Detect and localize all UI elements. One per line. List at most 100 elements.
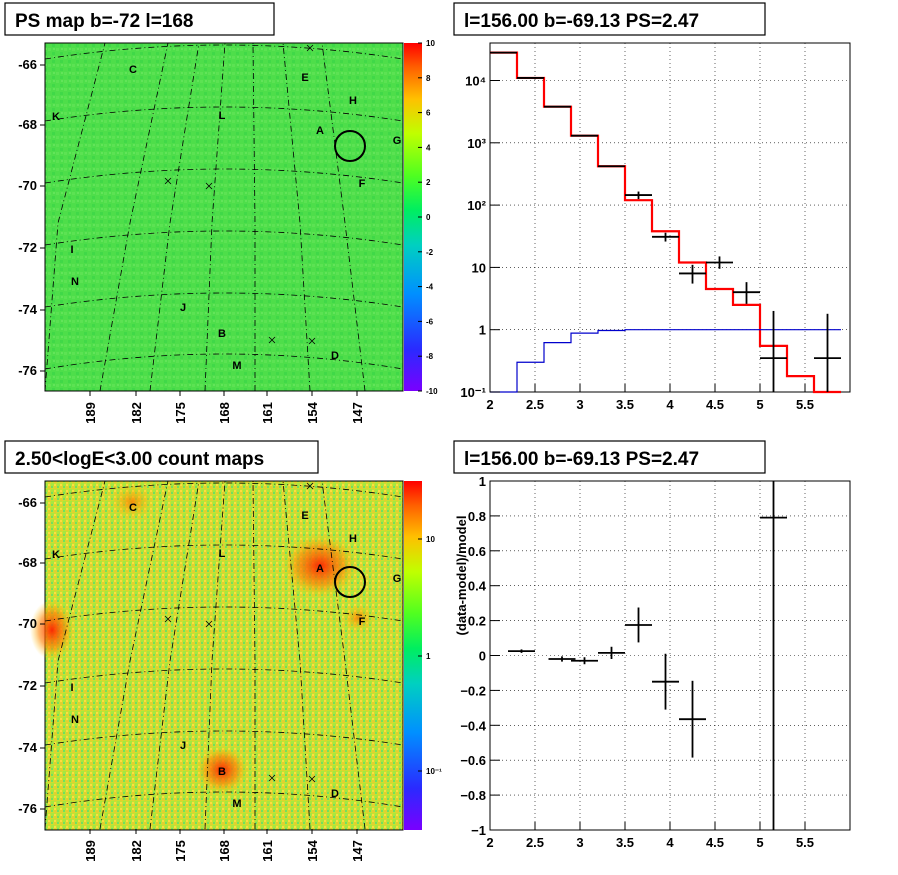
map-y-tick-label: -76 xyxy=(18,801,37,816)
spectrum-x-tick-label: 4.5 xyxy=(706,397,724,412)
selected-source-circle xyxy=(334,130,366,162)
source-label: L xyxy=(219,110,226,122)
spectrum-y-tick-label: 10² xyxy=(467,198,486,213)
map-cross-marker xyxy=(205,620,213,628)
source-label: F xyxy=(359,178,366,190)
map-y-tick-label: -66 xyxy=(18,495,37,510)
source-label: M xyxy=(232,360,241,372)
residual-x-tick-label: 2 xyxy=(486,835,493,850)
map-x-tick-label: 168 xyxy=(217,840,232,862)
source-label: N xyxy=(71,714,79,726)
colorbar-tick-label: -2 xyxy=(426,248,434,257)
source-label: G xyxy=(393,135,402,147)
residual-y-axis-label: (data-model)/model xyxy=(454,516,469,636)
map-y-tick-label: -76 xyxy=(18,363,37,378)
ps-map-panel: PS map b=-72 l=168 -66-68-70-72-74-76189… xyxy=(4,2,438,424)
ps-map-colorbar xyxy=(404,43,422,391)
count-map-title: 2.50<logE<3.00 count maps xyxy=(15,449,264,470)
map-longitude-line xyxy=(149,480,200,830)
spectrum-y-tick-label: 10⁴ xyxy=(465,74,486,89)
map-x-tick-label: 147 xyxy=(350,402,365,424)
map-latitude-line xyxy=(44,791,404,808)
spectrum-x-tick-label: 5 xyxy=(756,397,763,412)
map-x-tick-label: 147 xyxy=(350,840,365,862)
source-label: G xyxy=(393,573,402,585)
source-label: H xyxy=(349,95,357,107)
colorbar-tick-label: 8 xyxy=(426,74,431,83)
map-longitude-line xyxy=(282,480,311,830)
spectrum-title: l=156.00 b=-69.13 PS=2.47 xyxy=(464,11,699,32)
map-latitude-line xyxy=(44,353,404,370)
source-label: I xyxy=(70,682,73,694)
spectrum-y-tick-label: 10⁻¹ xyxy=(460,385,486,400)
colorbar-tick-label: 2 xyxy=(426,178,431,187)
count-map-coordinate-grid xyxy=(44,480,404,830)
source-label: A xyxy=(316,125,324,137)
colorbar-tick-label: -6 xyxy=(426,317,434,326)
map-x-tick-label: 168 xyxy=(217,402,232,424)
map-cross-marker xyxy=(308,337,316,345)
residual-y-tick-label: 0.8 xyxy=(468,509,486,524)
map-cross-marker xyxy=(308,775,316,783)
residual-title: l=156.00 b=-69.13 PS=2.47 xyxy=(464,449,699,470)
spectrum-x-tick-label: 3 xyxy=(576,397,583,412)
hotspot-a xyxy=(282,534,358,598)
source-label: D xyxy=(331,350,339,362)
spectrum-x-tick-label: 2 xyxy=(486,397,493,412)
map-longitude-line xyxy=(252,480,256,829)
map-longitude-line xyxy=(99,480,169,830)
colorbar-tick-label: 1 xyxy=(426,652,431,661)
map-longitude-line xyxy=(204,42,226,392)
colorbar-tick-label: 10⁻¹ xyxy=(426,767,442,776)
map-x-tick-label: 175 xyxy=(173,840,188,862)
map-y-tick-label: -72 xyxy=(18,240,37,255)
map-cross-marker xyxy=(306,44,314,52)
residual-title-box xyxy=(453,440,766,474)
spectrum-panel: l=156.00 b=-69.13 PS=2.47 2 2.5 3 3.5 4 4.5 5 5… xyxy=(453,2,851,412)
map-longitude-line xyxy=(44,480,106,830)
map-y-tick-label: -68 xyxy=(18,117,37,132)
hotspot-b xyxy=(196,746,248,794)
colorbar-tick-label: 10 xyxy=(426,535,435,544)
residual-x-tick-label: 3.5 xyxy=(616,835,634,850)
map-y-tick-label: -66 xyxy=(18,57,37,72)
spectrum-y-tick-label: 10³ xyxy=(467,136,486,151)
residual-y-tick-label: −0.4 xyxy=(460,718,486,733)
source-label: D xyxy=(331,788,339,800)
spectrum-axis-ticks: 2 2.5 3 3.5 4 4.5 5 5.5 10⁴ 10³ 10² 10 1 10⁻¹ xyxy=(460,74,814,412)
residual-y-tick-label: −0.6 xyxy=(460,753,486,768)
source-label: J xyxy=(180,740,186,752)
spectrum-frame xyxy=(489,42,851,393)
count-map-source-labels: A B C D E F G H I J K L M N xyxy=(52,482,402,810)
spectrum-title-box xyxy=(453,2,766,36)
map-longitude-line xyxy=(321,42,366,392)
map-cross-marker xyxy=(164,177,172,185)
source-label: K xyxy=(52,111,60,123)
ps-map-title-box xyxy=(4,2,275,36)
residual-y-tick-label: 0.4 xyxy=(468,579,487,594)
residual-y-tick-label: −0.8 xyxy=(460,788,486,803)
spectrum-y-tick-label: 1 xyxy=(479,323,486,338)
colorbar-tick-label: 10 xyxy=(426,39,435,48)
map-longitude-line xyxy=(252,42,256,391)
map-longitude-line xyxy=(99,42,169,392)
map-longitude-line xyxy=(44,42,106,392)
map-cross-marker xyxy=(205,182,213,190)
source-label: B xyxy=(218,328,226,340)
residual-x-tick-label: 3 xyxy=(576,835,583,850)
map-y-tick-label: -70 xyxy=(18,616,37,631)
residual-x-tick-label: 5 xyxy=(756,835,763,850)
ps-map-title: PS map b=-72 l=168 xyxy=(15,11,194,32)
colorbar-tick-label: 0 xyxy=(426,213,431,222)
count-map-axis-ticks: -66 -68 -70 -72 -74 -76 189 182 175 168 161 154 147 1… xyxy=(18,495,442,862)
colorbar-tick-label: 4 xyxy=(426,143,431,152)
map-x-tick-label: 189 xyxy=(83,840,98,862)
residual-y-tick-label: 0.2 xyxy=(468,614,486,629)
map-x-tick-label: 161 xyxy=(260,840,275,862)
source-label: F xyxy=(359,616,366,628)
residual-y-tick-label: −1 xyxy=(471,823,486,838)
map-x-tick-label: 154 xyxy=(305,401,320,423)
colorbar-tick-label: 6 xyxy=(426,109,431,118)
